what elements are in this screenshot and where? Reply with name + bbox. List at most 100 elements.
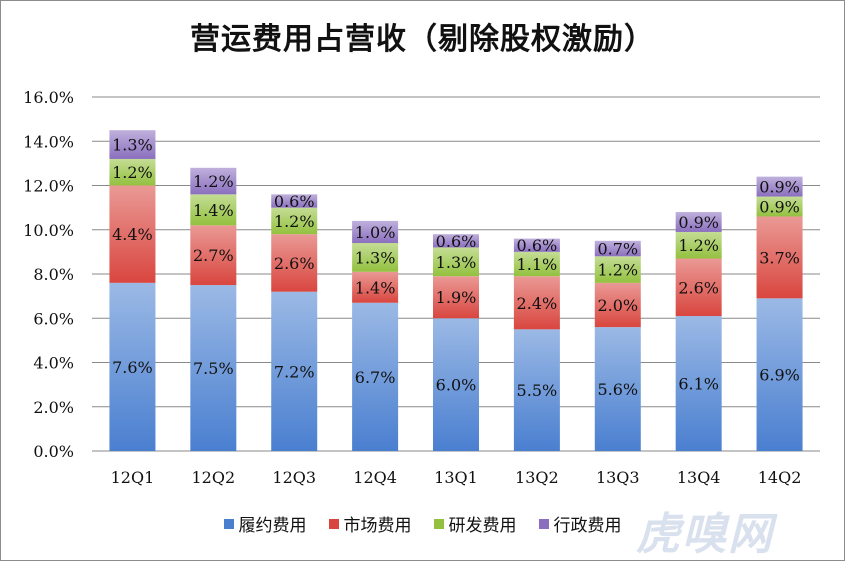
data-label: 2.6%: [678, 278, 719, 297]
bar-segment: [271, 291, 318, 451]
legend-swatch-rnd: [433, 518, 444, 529]
y-tick-label: 8.0%: [33, 265, 74, 284]
bar-segment: [675, 231, 722, 259]
x-tick-label: 13Q1: [434, 468, 478, 487]
bar-segment: [513, 276, 560, 330]
data-label: 0.9%: [759, 178, 800, 197]
bar-segment: [594, 240, 641, 257]
data-label: 7.6%: [112, 358, 153, 377]
data-label: 1.3%: [355, 248, 396, 267]
bar-segment: [756, 298, 803, 451]
data-label: 2.4%: [517, 294, 558, 313]
data-label: 7.2%: [274, 362, 315, 381]
x-tick-label: 12Q1: [111, 468, 155, 487]
bar-segment: [756, 196, 803, 217]
bar-segment: [594, 327, 641, 451]
data-label: 0.7%: [597, 240, 638, 259]
y-tick-label: 2.0%: [33, 398, 74, 417]
bar-segment: [190, 167, 237, 195]
legend-item-rnd: 研发费用: [433, 511, 517, 536]
bar-segment: [271, 207, 318, 235]
data-label: 0.6%: [517, 236, 558, 255]
bar-segment: [675, 316, 722, 451]
bar-segment: [675, 258, 722, 317]
legend-label-rnd: 研发费用: [448, 516, 517, 536]
bar-segment: [594, 256, 641, 283]
y-tick-label: 10.0%: [23, 221, 74, 240]
bar-segment: [109, 282, 156, 451]
data-label: 1.3%: [436, 253, 477, 272]
bar-segment: [190, 194, 237, 226]
data-label: 1.4%: [193, 201, 234, 220]
chart-title: 营运费用占营收（剔除股权激励）: [190, 22, 655, 57]
bar-segment: [109, 158, 156, 186]
x-tick-label: 12Q2: [192, 468, 236, 487]
x-tick-label: 13Q3: [596, 468, 640, 487]
data-label: 1.1%: [517, 255, 558, 274]
watermark: 虎嗅网: [636, 509, 774, 560]
legend-swatch-marketing: [328, 518, 339, 529]
bar-segment: [190, 285, 237, 451]
bar-segment: [109, 185, 156, 283]
legend-item-marketing: 市场费用: [328, 511, 412, 536]
bar-segment: [756, 216, 803, 299]
x-tick-label: 13Q4: [677, 468, 721, 487]
y-tick-label: 4.0%: [33, 354, 74, 373]
legend-item-admin: 行政费用: [538, 511, 622, 536]
data-label: 2.0%: [597, 296, 638, 315]
data-label: 1.3%: [112, 136, 153, 155]
bar-segment: [594, 282, 641, 328]
data-label: 0.6%: [436, 232, 477, 251]
data-label: 6.1%: [678, 375, 719, 394]
data-label: 1.2%: [193, 172, 234, 191]
y-tick-label: 16.0%: [23, 88, 74, 107]
legend-swatch-admin: [538, 518, 549, 529]
x-tick-label: 14Q2: [758, 468, 802, 487]
data-label: 1.2%: [112, 163, 153, 182]
bar-segment: [433, 318, 479, 451]
data-label: 1.2%: [274, 212, 315, 231]
y-tick-label: 0.0%: [33, 442, 74, 461]
bar-segment: [352, 271, 399, 303]
data-label: 2.7%: [193, 246, 234, 265]
data-label: 5.5%: [517, 381, 558, 400]
bar-segment: [756, 176, 803, 197]
data-label: 6.9%: [759, 366, 800, 385]
bar-segment: [433, 247, 479, 277]
y-tick-label: 6.0%: [33, 309, 74, 328]
bar-segment: [352, 220, 399, 244]
bar-segment: [433, 276, 479, 319]
bar-segment: [675, 212, 722, 232]
bar-segment: [271, 194, 318, 208]
data-label: 7.5%: [193, 359, 234, 378]
bar-segment: [433, 234, 479, 248]
y-tick-label: 14.0%: [23, 132, 74, 151]
bar-segment: [352, 243, 399, 272]
data-label: 0.6%: [274, 192, 315, 211]
data-label: 6.7%: [355, 368, 396, 387]
data-label: 1.2%: [678, 236, 719, 255]
data-label: 0.9%: [678, 213, 719, 232]
data-label: 5.6%: [597, 380, 638, 399]
legend-swatch-fulfillment: [223, 518, 234, 529]
bar-segment: [513, 238, 560, 252]
data-label: 1.2%: [597, 261, 638, 280]
data-label: 1.0%: [355, 223, 396, 242]
y-tick-label: 12.0%: [23, 177, 74, 196]
legend-label-fulfillment: 履约费用: [238, 516, 307, 536]
data-label: 6.0%: [436, 376, 477, 395]
legend-label-admin: 行政费用: [553, 516, 622, 536]
data-label: 1.4%: [355, 278, 396, 297]
data-label: 4.4%: [112, 225, 153, 244]
data-label: 3.7%: [759, 248, 800, 267]
legend-item-fulfillment: 履约费用: [223, 511, 307, 536]
bar-segment: [513, 251, 560, 277]
legend-label-marketing: 市场费用: [343, 516, 412, 536]
x-tick-label: 13Q2: [515, 468, 559, 487]
bar-segment: [513, 329, 560, 451]
x-tick-label: 12Q3: [272, 468, 316, 487]
data-label: 1.9%: [436, 288, 477, 307]
bar-segment: [271, 234, 318, 292]
bar-segment: [190, 225, 237, 286]
